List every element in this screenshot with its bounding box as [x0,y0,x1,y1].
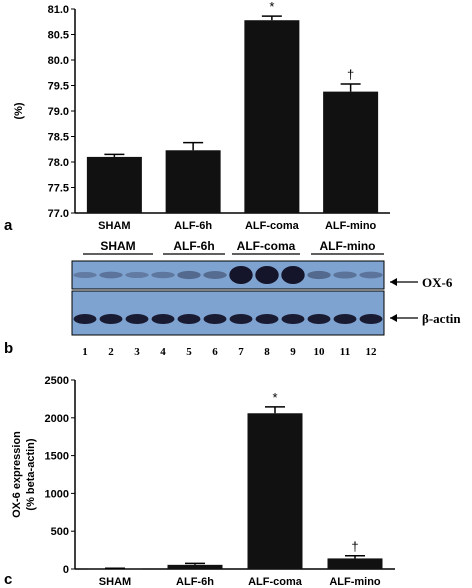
panel-c-y-axis-label: OX-6 expression (% beta-actin) [11,431,37,518]
blot-lane-number: 5 [186,346,192,358]
panel-c-x-tick-label: ALF-6h [176,576,214,588]
panel-c-significance-mark: * [272,390,277,405]
blot-actin-band [359,314,383,324]
panel-c-x-tick-label: ALF-mino [329,576,381,588]
blot-actin-band [333,314,357,324]
panel-c-bar [87,568,143,570]
panel-a-x-tick-label: ALF-coma [245,220,300,232]
panel-a-significance-mark: * [269,0,274,14]
panel-a-y-tick-label: 80.0 [48,55,69,67]
panel-c-significance-mark: † [351,539,358,554]
blot-lane-number: 1 [82,346,88,358]
blot-actin-band [73,314,97,324]
panel-a-x-tick-label: ALF-6h [174,220,212,232]
panel-c-y-tick-label: 2000 [45,413,69,425]
blot-ox6-membrane [71,260,385,290]
panel-a-y-tick-label: 77.5 [48,183,69,195]
blot-ox6-band [333,271,357,279]
blot-lane-number: 8 [264,346,270,358]
blot-ox6-band [203,271,227,279]
panel-c-y-tick-label: 2500 [45,375,69,387]
panel-c-x-tick-label: SHAM [99,576,131,588]
panel-a-y-axis-label: (%) [13,102,25,119]
blot-actin-band [255,314,279,324]
blot-actin-band [99,314,123,324]
blot-lane-number: 11 [340,346,350,358]
panel-c-bar [167,564,223,569]
blot-ox6-band [99,271,123,279]
panel-c-y-tick-label: 0 [63,564,69,576]
blot-ox6-band [73,271,97,279]
blot-ox6-band [125,271,149,279]
blot-actin-arrowhead [390,314,397,322]
blot-group-label: ALF-coma [237,239,296,253]
panel-c-x-tick-label: ALF-coma [248,576,303,588]
panel-c-y-tick-label: 500 [51,526,69,538]
blot-actin-band [229,314,253,324]
blot-actin-label: β-actin [422,311,461,326]
blot-lane-number: 4 [160,346,166,358]
blot-actin-band [151,314,175,324]
panel-c-chart: 0 500 1000 1500 2000 2500 OX-6 expression (% be… [11,375,395,588]
blot-ox6-band [359,271,383,279]
blot-lane-number: 7 [238,346,244,358]
blot-lane-number: 10 [314,346,326,358]
blot-actin-band [281,314,305,324]
panel-a-y-tick-label: 78.5 [48,132,69,144]
panel-a-y-tick-label: 81.0 [48,4,69,16]
panel-b-label: b [4,340,13,357]
panel-a-chart: 77.0 77.5 78.0 78.5 79.0 79.5 80.0 80.5 81.0 (%) S… [13,0,390,232]
panel-a-y-tick-label: 79.0 [48,106,69,118]
blot-lane-number: 12 [366,346,378,358]
blot-ox6-band [177,270,201,280]
panel-c-y-tick-label: 1000 [45,488,69,500]
panel-a-y-tick-label: 78.0 [48,157,69,169]
panel-a-y-tick-label: 79.5 [48,81,69,93]
blot-lane-number: 6 [212,346,218,358]
blot-ox6-band [229,266,253,284]
blot-group-label: ALF-mino [320,239,376,253]
blot-lane-number: 9 [290,346,296,358]
blot-lane-number: 3 [134,346,140,358]
blot-actin-band [203,314,227,324]
panel-a-bar [323,91,379,213]
panel-c-y-tick-label: 1500 [45,451,69,463]
blot-actin-band [177,314,201,324]
blot-ox6-label: OX-6 [422,275,453,290]
panel-a-x-tick-label: ALF-mino [325,220,377,232]
blot-ox6-band [281,266,305,284]
blot-lane-number: 2 [108,346,114,358]
blot-ox6-band [307,270,331,280]
panel-c-bar [327,558,383,569]
panel-a-bar [165,150,221,213]
panel-a-x-tick-label: SHAM [98,220,130,232]
panel-a-bar [244,20,300,213]
blot-actin-band [307,314,331,324]
panel-a-y-tick-label: 77.0 [48,208,69,220]
panel-a-significance-mark: † [347,67,354,82]
panel-a-label: a [4,217,13,234]
blot-actin-band [125,314,149,324]
blot-group-label: SHAM [100,239,135,253]
panel-a-y-tick-label: 80.5 [48,30,69,42]
blot-ox6-arrowhead [390,278,397,286]
blot-actin-membrane [71,290,385,336]
blot-ox6-band [151,271,175,279]
blot-ox6-band [255,266,279,284]
panel-c-label: c [4,571,12,588]
panel-a-bar [86,156,142,213]
blot-group-label: ALF-6h [173,239,214,253]
panel-c-bar [247,413,303,569]
